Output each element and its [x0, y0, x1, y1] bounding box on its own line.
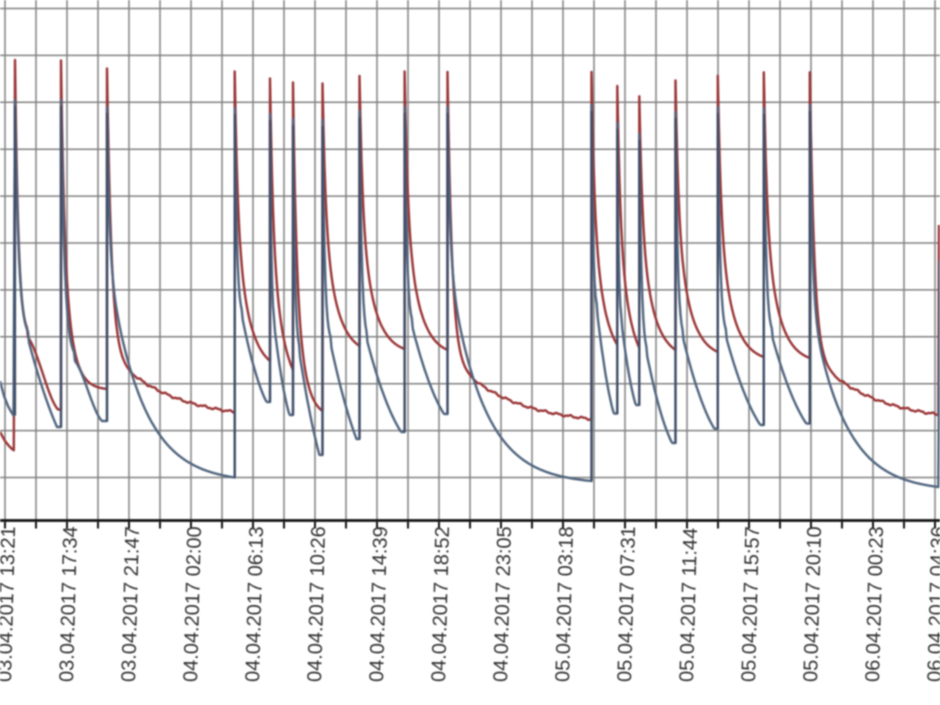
- svg-text:04.04.2017 02:00: 04.04.2017 02:00: [180, 526, 206, 682]
- svg-text:03.04.2017 17:34: 03.04.2017 17:34: [56, 526, 82, 682]
- svg-text:05.04.2017 03:18: 05.04.2017 03:18: [552, 526, 578, 682]
- svg-text:04.04.2017 06:13: 04.04.2017 06:13: [242, 526, 268, 682]
- svg-text:05.04.2017 07:31: 05.04.2017 07:31: [614, 526, 640, 682]
- svg-text:05.04.2017 11:44: 05.04.2017 11:44: [676, 528, 702, 683]
- svg-text:06.04.2017 04:36: 06.04.2017 04:36: [924, 526, 940, 682]
- svg-text:06.04.2017 00:23: 06.04.2017 00:23: [862, 526, 888, 682]
- svg-text:04.04.2017 14:39: 04.04.2017 14:39: [366, 526, 392, 682]
- svg-text:05.04.2017 20:10: 05.04.2017 20:10: [800, 526, 826, 682]
- svg-text:03.04.2017 21:47: 03.04.2017 21:47: [118, 526, 144, 682]
- svg-text:04.04.2017 18:52: 04.04.2017 18:52: [428, 526, 454, 682]
- svg-text:04.04.2017 23:05: 04.04.2017 23:05: [490, 526, 516, 682]
- svg-text:04.04.2017 10:26: 04.04.2017 10:26: [304, 526, 330, 682]
- svg-text:03.04.2017 13:21: 03.04.2017 13:21: [0, 526, 20, 682]
- svg-text:05.04.2017 15:57: 05.04.2017 15:57: [738, 526, 764, 682]
